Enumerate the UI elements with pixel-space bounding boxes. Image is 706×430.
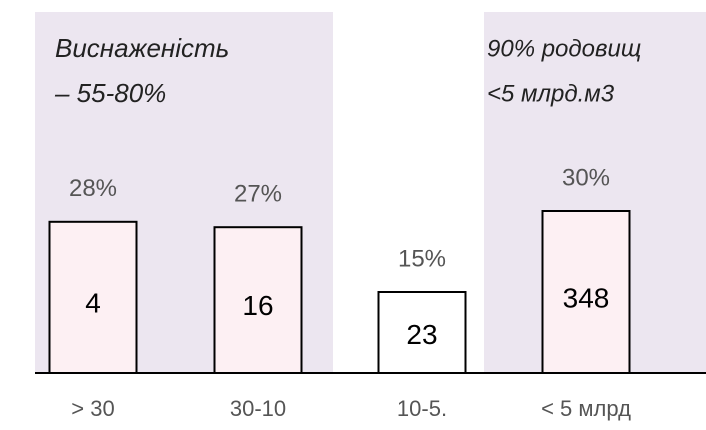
x-tick-label: < 5 млрд bbox=[541, 396, 631, 421]
inner-label: 23 bbox=[406, 319, 437, 350]
value-label: 28% bbox=[69, 175, 117, 202]
bar bbox=[48, 220, 138, 374]
bar bbox=[213, 226, 303, 374]
value-label: 27% bbox=[234, 181, 282, 208]
value-label: 30% bbox=[562, 164, 610, 191]
annotation: <5 млрд.м3 bbox=[487, 80, 615, 107]
bars: 28% 4 > 30 27% 16 30-10 15% 23 10-5. 30% 348 < 5 мл… bbox=[48, 164, 631, 421]
inner-label: 4 bbox=[85, 287, 101, 318]
annotation: Виснаженість bbox=[55, 33, 229, 63]
x-tick-label: 10-5. bbox=[397, 396, 447, 421]
x-tick-label: 30-10 bbox=[230, 396, 286, 421]
bar bbox=[377, 291, 467, 374]
value-label: 15% bbox=[398, 245, 446, 272]
x-tick-label: > 30 bbox=[71, 396, 114, 421]
annotations: Виснаженість – 55-80% 90% родовищ <5 млр… bbox=[54, 33, 641, 108]
annotation: – 55-80% bbox=[54, 78, 166, 108]
inner-label: 16 bbox=[242, 290, 273, 321]
bar bbox=[541, 210, 631, 374]
inner-label: 348 bbox=[563, 282, 610, 313]
annotation: 90% родовищ bbox=[487, 35, 641, 62]
